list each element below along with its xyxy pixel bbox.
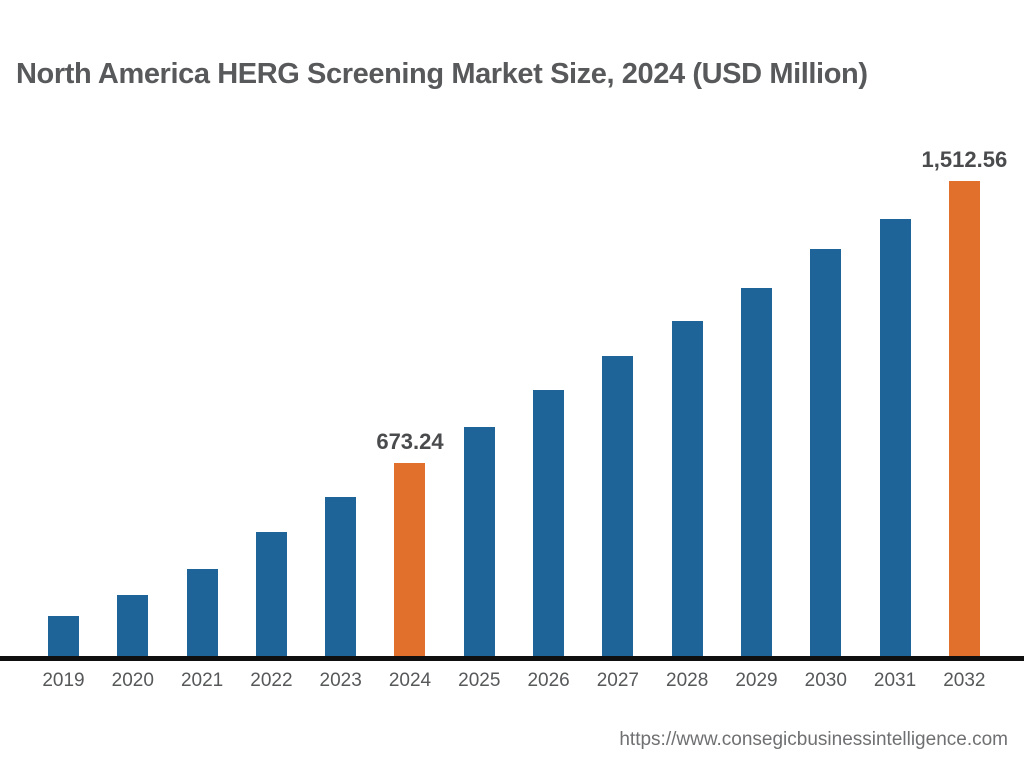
- bars-container: 2019 2020 2021 2022 2023 673.24 2024 202…: [42, 140, 1008, 691]
- source-url: https://www.consegicbusinessintelligence…: [619, 729, 1008, 750]
- x-axis-tick-label: 2020: [111, 670, 154, 691]
- x-axis-tick-label: 2026: [527, 670, 570, 691]
- bar: [48, 616, 79, 656]
- bar-column: 2021: [181, 569, 223, 691]
- bar: [602, 356, 634, 656]
- x-axis-tick-label: 2023: [319, 670, 362, 691]
- bar: [394, 463, 426, 656]
- bar-value-label: 673.24: [376, 429, 444, 454]
- chart-title: North America HERG Screening Market Size…: [16, 58, 868, 90]
- bar: [186, 569, 218, 656]
- bar: [879, 219, 911, 656]
- x-axis-tick-label: 2021: [180, 670, 224, 691]
- bar: [117, 595, 149, 656]
- x-axis-tick-label: 2029: [735, 670, 778, 691]
- bar-column: 2023: [320, 497, 362, 691]
- x-axis-tick-label: 2022: [250, 670, 293, 691]
- x-axis-tick-label: 2019: [42, 670, 85, 691]
- x-axis-tick-label: 2028: [666, 670, 709, 691]
- bar-column: 2027: [597, 356, 639, 691]
- x-axis-tick-label: 2025: [458, 670, 501, 691]
- bar-column: 673.24 2024: [376, 429, 443, 691]
- bar: [325, 497, 357, 656]
- bar-column: 2019: [42, 616, 85, 691]
- x-axis-line: [0, 656, 1024, 661]
- bar-column: 2025: [458, 427, 500, 691]
- bar-column: 2022: [250, 532, 293, 691]
- bar: [671, 321, 703, 656]
- bar-column: 2031: [874, 219, 916, 691]
- bar-column: 2020: [112, 595, 154, 691]
- x-axis-tick-label: 2032: [943, 670, 986, 691]
- bar-column: 2026: [527, 390, 570, 691]
- bar: [740, 288, 772, 656]
- bar-value-label: 1,512.56: [921, 147, 1008, 172]
- x-axis-tick-label: 2030: [804, 670, 847, 691]
- x-axis-tick-label: 2031: [873, 670, 917, 691]
- bar: [533, 390, 565, 656]
- bar-column: 1,512.56 2032: [922, 147, 1008, 691]
- bar: [463, 427, 495, 656]
- bar-column: 2028: [666, 321, 708, 691]
- bar-column: 2029: [735, 288, 778, 691]
- x-axis-tick-label: 2024: [388, 670, 432, 691]
- bar: [255, 532, 287, 656]
- bar: [948, 181, 980, 656]
- bar-column: 2030: [805, 249, 847, 691]
- bar: [810, 249, 842, 656]
- x-axis-tick-label: 2027: [596, 670, 640, 691]
